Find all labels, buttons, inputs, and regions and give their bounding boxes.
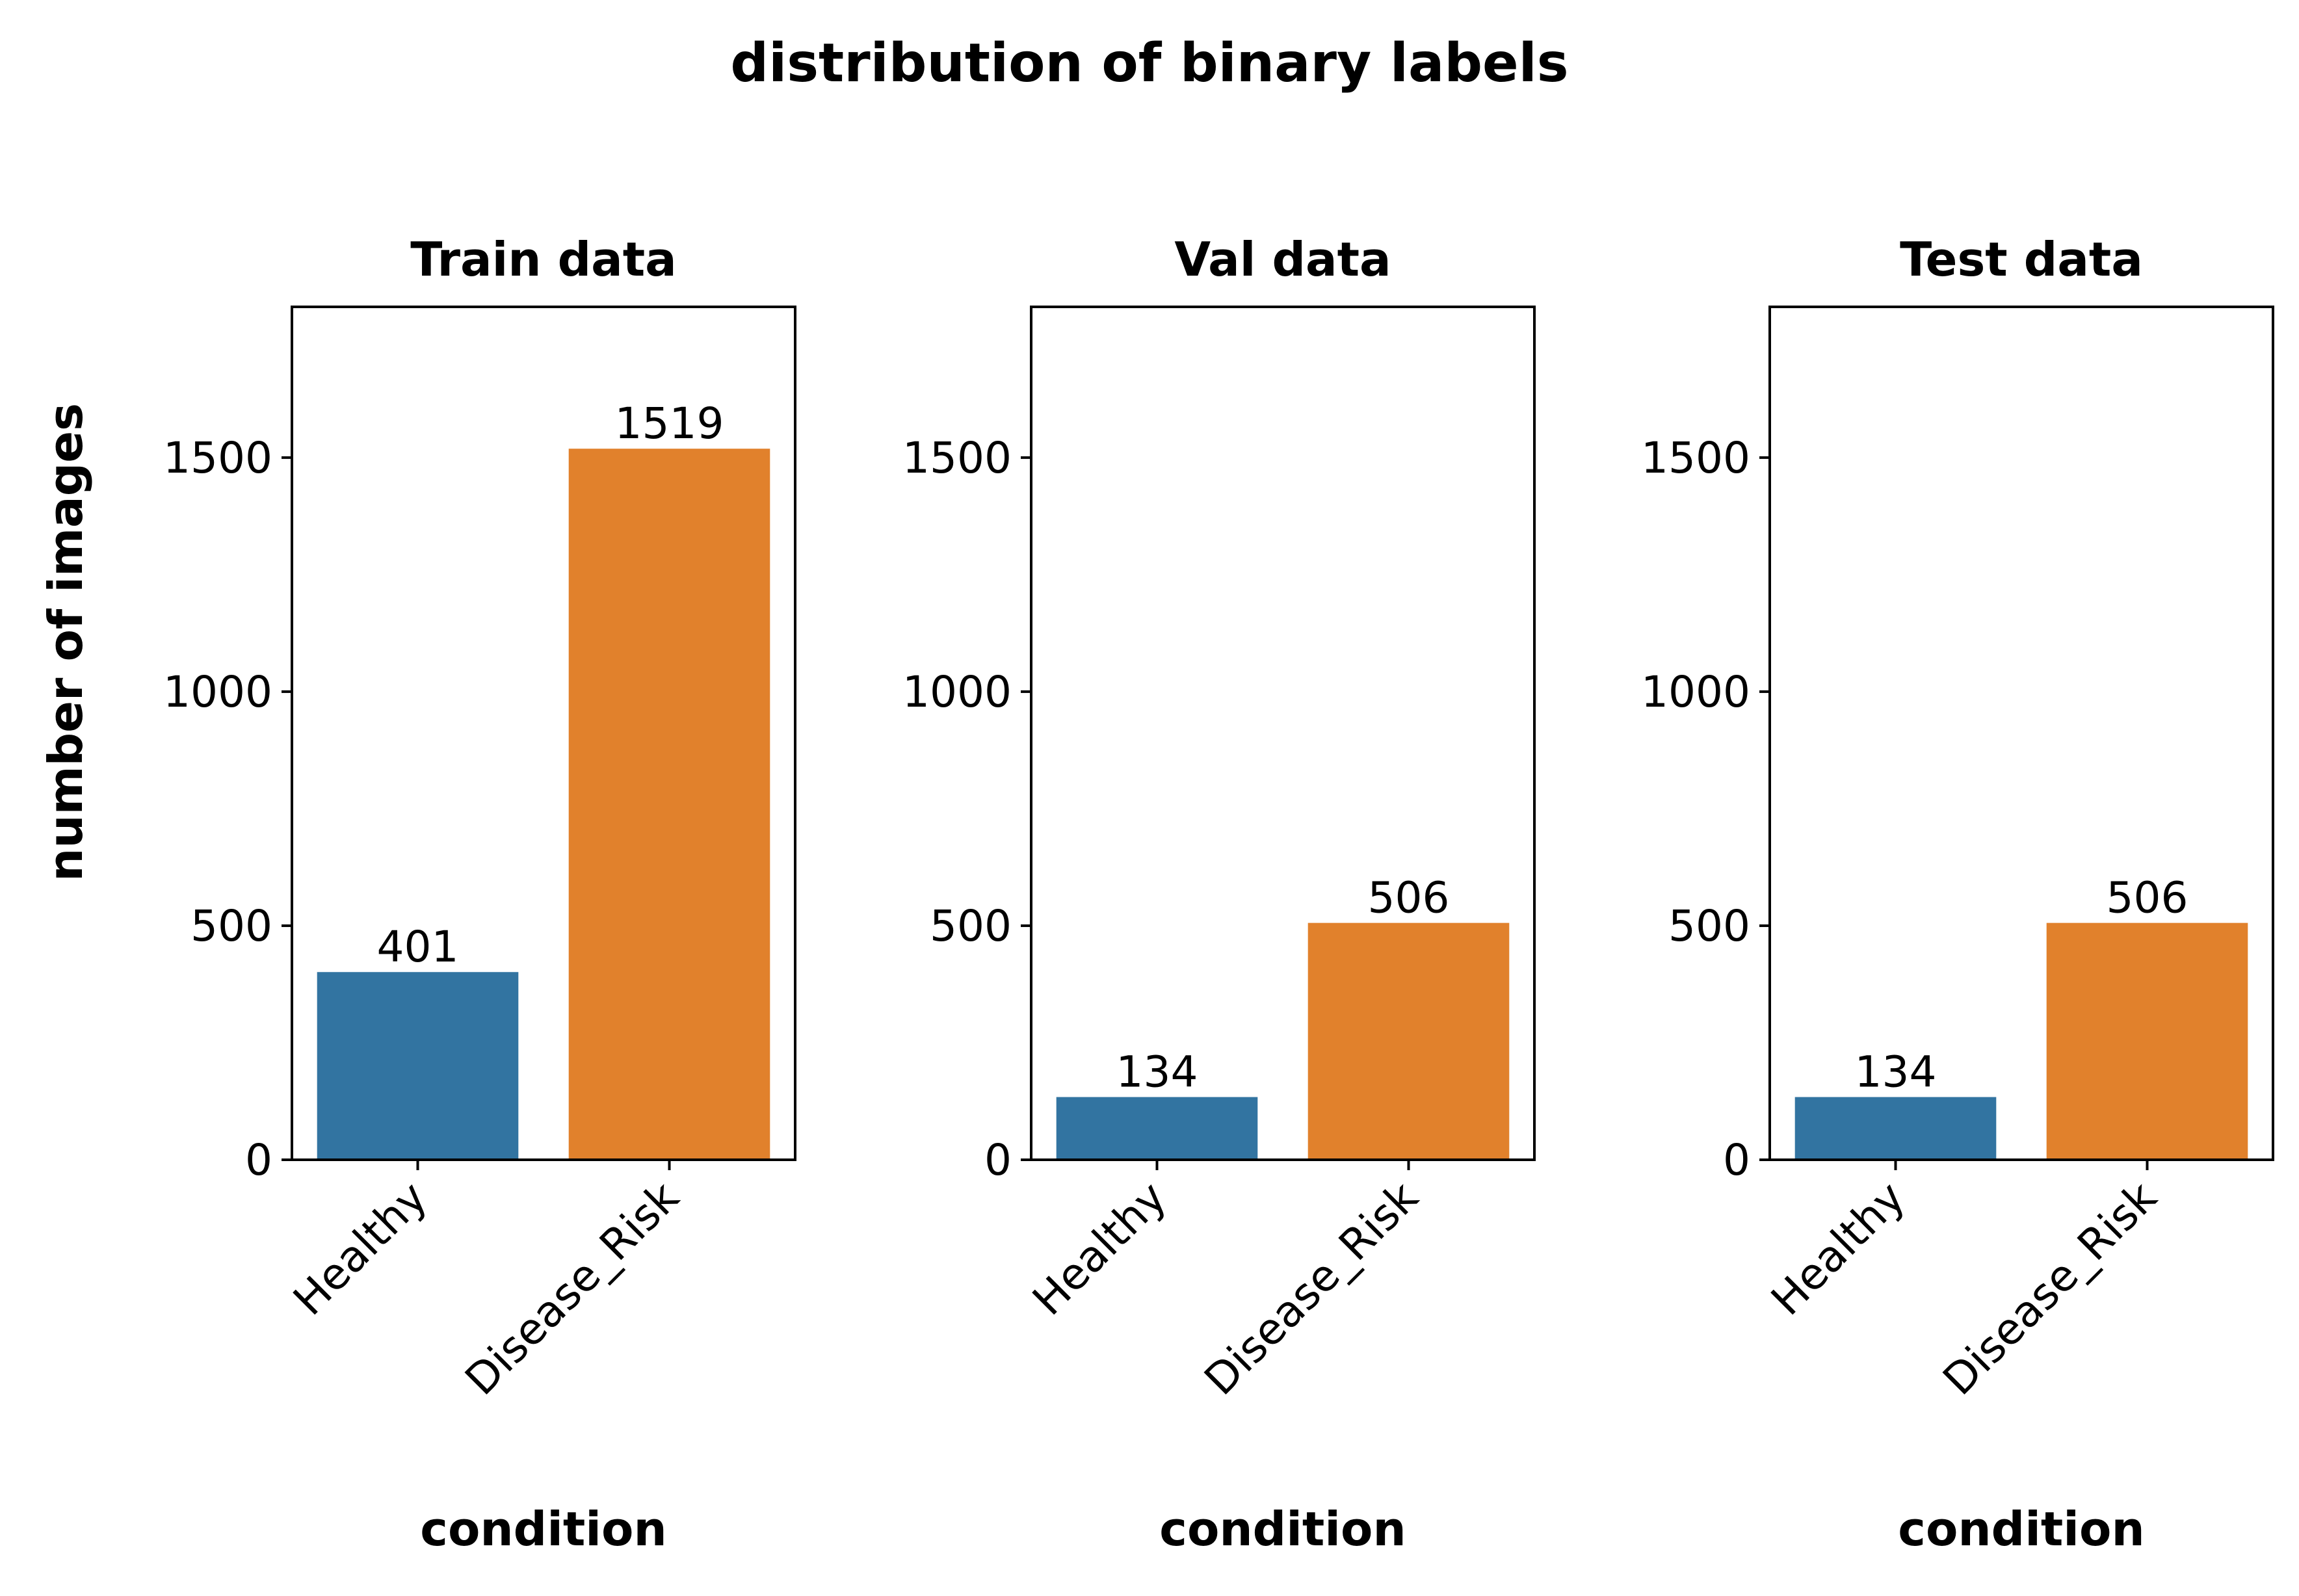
bar-disease-risk — [568, 449, 770, 1160]
y-tick-label: 0 — [245, 1135, 272, 1185]
y-tick-label: 1000 — [1641, 667, 1750, 717]
bar-disease-risk — [2046, 922, 2248, 1160]
bar-value-label: 134 — [1855, 1047, 1937, 1097]
bar-healthy — [1056, 1097, 1258, 1160]
y-tick-label: 1500 — [1641, 433, 1750, 483]
y-tick-label: 1000 — [163, 667, 272, 717]
y-tick-label: 500 — [1668, 901, 1750, 951]
chart-title: distribution of binary labels — [730, 33, 1568, 94]
y-tick-label: 1500 — [163, 433, 272, 483]
bar-value-label: 506 — [2107, 873, 2188, 923]
y-axis-label: number of images — [38, 403, 93, 882]
bar-healthy — [317, 972, 519, 1160]
y-tick-label: 0 — [1723, 1135, 1750, 1185]
y-tick-label: 500 — [190, 901, 272, 951]
panel-title: Test data — [1900, 232, 2143, 287]
bar-value-label: 134 — [1116, 1047, 1198, 1097]
panel-title: Train data — [410, 232, 676, 287]
axes-frame — [1030, 306, 1536, 1161]
bar-value-label: 506 — [1368, 873, 1450, 923]
bar-value-label: 401 — [377, 922, 459, 972]
axes-frame — [1768, 306, 2274, 1161]
bar-healthy — [1794, 1097, 1997, 1160]
x-axis-label: condition — [1159, 1502, 1406, 1556]
axes-frame — [291, 306, 796, 1161]
y-tick-label: 0 — [984, 1135, 1012, 1185]
bar-disease-risk — [1307, 922, 1510, 1160]
bar-value-label: 1519 — [615, 399, 724, 449]
x-axis-label: condition — [420, 1502, 666, 1556]
y-tick-label: 500 — [930, 901, 1012, 951]
x-axis-label: condition — [1898, 1502, 2144, 1556]
y-tick-label: 1500 — [902, 433, 1012, 483]
panel-title: Val data — [1174, 232, 1391, 287]
y-tick-label: 1000 — [902, 667, 1012, 717]
